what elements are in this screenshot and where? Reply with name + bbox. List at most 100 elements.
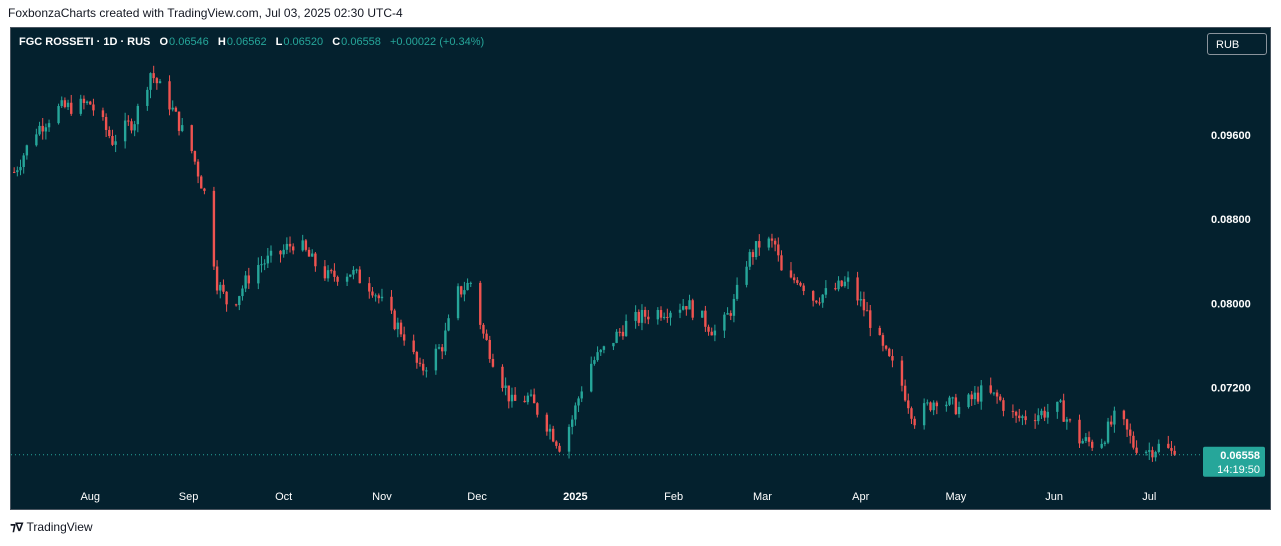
candle-body bbox=[691, 300, 694, 318]
candle-body bbox=[526, 395, 530, 403]
candle-body bbox=[196, 161, 200, 177]
candle-body bbox=[285, 243, 289, 250]
symbol-name[interactable]: FGC ROSSETI · 1D · RUS bbox=[19, 36, 151, 48]
candle-body bbox=[212, 190, 216, 267]
candle-body bbox=[479, 282, 482, 325]
candle-body bbox=[513, 394, 517, 401]
candle-body bbox=[954, 397, 958, 415]
last-price-marker: 0.06558 14:19:50 bbox=[11, 446, 1265, 477]
candle-body bbox=[1024, 416, 1027, 421]
candle-body bbox=[926, 402, 929, 404]
candle-body bbox=[957, 407, 961, 415]
candle-body bbox=[219, 284, 222, 291]
candle-body bbox=[396, 322, 400, 330]
candle-body bbox=[1043, 410, 1046, 418]
candle-body bbox=[948, 397, 951, 405]
candle-body bbox=[352, 269, 355, 275]
candle-body bbox=[491, 358, 495, 367]
candle-body bbox=[602, 346, 606, 350]
candle-body bbox=[967, 394, 970, 408]
candle-body bbox=[111, 135, 114, 145]
candle-body bbox=[758, 241, 761, 248]
candle-body bbox=[811, 291, 815, 301]
candle-body bbox=[536, 403, 539, 415]
candle-body bbox=[136, 105, 140, 125]
time-tick-label: 2025 bbox=[563, 491, 587, 503]
candle-body bbox=[488, 339, 491, 359]
candle-body bbox=[241, 288, 244, 297]
chart-panel[interactable] bbox=[10, 27, 1271, 510]
candle-body bbox=[44, 127, 48, 132]
candle-body bbox=[149, 73, 152, 90]
candle-body bbox=[551, 428, 555, 442]
candle-body bbox=[114, 141, 117, 145]
candle-body bbox=[47, 123, 51, 128]
candle-body bbox=[1014, 411, 1018, 416]
candle-body bbox=[662, 316, 666, 318]
candle-body bbox=[545, 414, 549, 432]
candle-body bbox=[266, 255, 270, 264]
candle-body bbox=[751, 252, 755, 258]
candle-body bbox=[815, 300, 818, 303]
candle-body bbox=[1113, 410, 1116, 425]
candle-body bbox=[415, 351, 419, 363]
candle-body bbox=[558, 445, 561, 452]
candle-body bbox=[821, 294, 824, 303]
candle-body bbox=[501, 366, 504, 388]
candle-body bbox=[469, 282, 472, 284]
candle-body bbox=[307, 249, 311, 257]
candle-body bbox=[1087, 437, 1091, 442]
candle-body bbox=[380, 296, 384, 299]
candle-body bbox=[418, 362, 422, 364]
candle-body bbox=[371, 291, 374, 296]
candle-body bbox=[929, 402, 932, 411]
candle-body bbox=[780, 255, 783, 271]
candle-body bbox=[16, 170, 19, 173]
candle-body bbox=[735, 284, 739, 299]
close-label: C bbox=[332, 36, 341, 48]
candle-body bbox=[1144, 451, 1148, 453]
candle-body bbox=[888, 348, 891, 357]
candle-body bbox=[856, 277, 859, 301]
candle-body bbox=[571, 419, 574, 427]
candle-body bbox=[25, 145, 29, 156]
candle-body bbox=[681, 306, 685, 310]
candle-body bbox=[754, 241, 758, 258]
candle-body bbox=[288, 243, 292, 247]
candle-body bbox=[168, 81, 171, 110]
candle-body bbox=[612, 342, 615, 347]
candle-body bbox=[599, 349, 602, 353]
candle-body bbox=[891, 356, 894, 361]
candle-body bbox=[326, 270, 330, 279]
candle-body bbox=[127, 120, 130, 122]
candle-body bbox=[647, 316, 650, 320]
candle-body bbox=[878, 327, 881, 336]
candle-body bbox=[862, 299, 866, 311]
currency-button[interactable]: RUB bbox=[1207, 33, 1267, 55]
time-axis: Aug Sep Oct Nov Dec 2025 Feb Mar Apr May Jun Jul bbox=[80, 491, 1156, 503]
candle-body bbox=[222, 284, 225, 292]
price-tick-label: 0.09600 bbox=[1211, 130, 1251, 142]
candle-body bbox=[799, 282, 802, 286]
candle-body bbox=[590, 363, 593, 392]
candle-body bbox=[615, 331, 618, 343]
tradingview-footer[interactable]: ⁊∇ TradingView bbox=[10, 520, 93, 534]
candle-body bbox=[434, 348, 438, 371]
candle-body bbox=[399, 322, 403, 335]
change-value: +0.00022 (+0.34%) bbox=[389, 36, 485, 48]
candle-body bbox=[263, 263, 266, 265]
tradingview-logo-icon: ⁊∇ bbox=[10, 520, 23, 534]
candle-body bbox=[374, 295, 377, 297]
candle-body bbox=[910, 408, 913, 419]
candle-body bbox=[1110, 421, 1113, 425]
candle-body bbox=[548, 428, 552, 432]
candle-body bbox=[796, 280, 799, 283]
candle-body bbox=[323, 266, 327, 279]
candle-body bbox=[1135, 447, 1138, 453]
candle-body bbox=[745, 266, 748, 285]
candle-body bbox=[336, 276, 339, 282]
candle-body bbox=[425, 370, 428, 372]
candle-body bbox=[89, 101, 92, 105]
